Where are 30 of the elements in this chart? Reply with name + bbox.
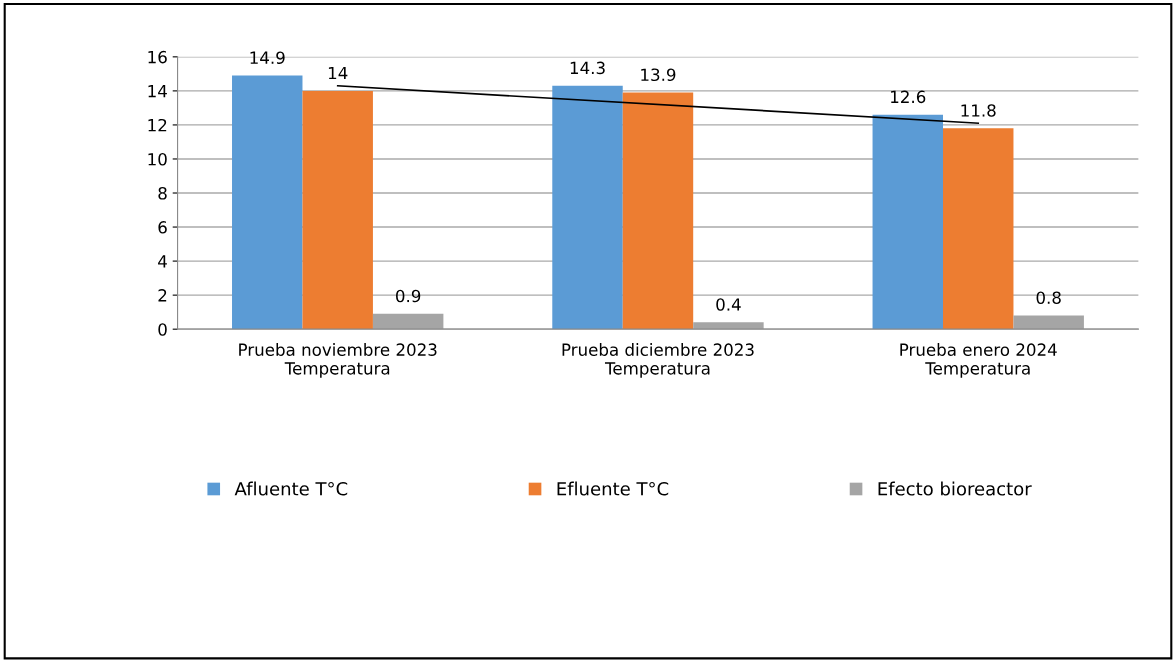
data-label: 0.9 — [396, 289, 421, 303]
legend-label: Efluente T°C — [557, 481, 669, 496]
data-label: 11.8 — [961, 104, 996, 117]
bar — [872, 114, 944, 330]
y-tick-label: 14 — [148, 85, 167, 98]
x-tick-label: Prueba enero 2024 Temperatura — [900, 343, 1057, 378]
legend-label: Efecto bioreactor — [878, 481, 1032, 496]
x-tick-label: Prueba noviembre 2023 Temperatura — [239, 343, 437, 378]
legend-label: Afluente T°C — [234, 481, 348, 496]
y-tick-label: 2 — [158, 289, 167, 302]
bar — [552, 85, 623, 330]
data-label: 12.6 — [891, 90, 926, 104]
data-label: 0.4 — [716, 298, 741, 311]
y-tick-label: 8 — [158, 186, 167, 200]
bar — [302, 90, 373, 330]
bar — [232, 75, 303, 330]
y-tick-label: 10 — [148, 152, 167, 166]
data-label: 13.9 — [641, 68, 676, 82]
data-label: 14.3 — [570, 61, 605, 75]
data-label: 14.9 — [250, 51, 285, 65]
y-tick-label: 0 — [158, 323, 167, 336]
y-tick-label: 16 — [148, 50, 167, 64]
y-tick-label: 4 — [158, 255, 167, 268]
data-label: 0.8 — [1036, 291, 1061, 304]
y-tick-label: 12 — [148, 118, 167, 132]
data-label: 14 — [328, 66, 348, 80]
y-tick-label: 6 — [158, 221, 167, 234]
x-tick-label: Prueba diciembre 2023 Temperatura — [562, 343, 754, 378]
bar — [622, 92, 694, 330]
bar — [943, 128, 1014, 330]
